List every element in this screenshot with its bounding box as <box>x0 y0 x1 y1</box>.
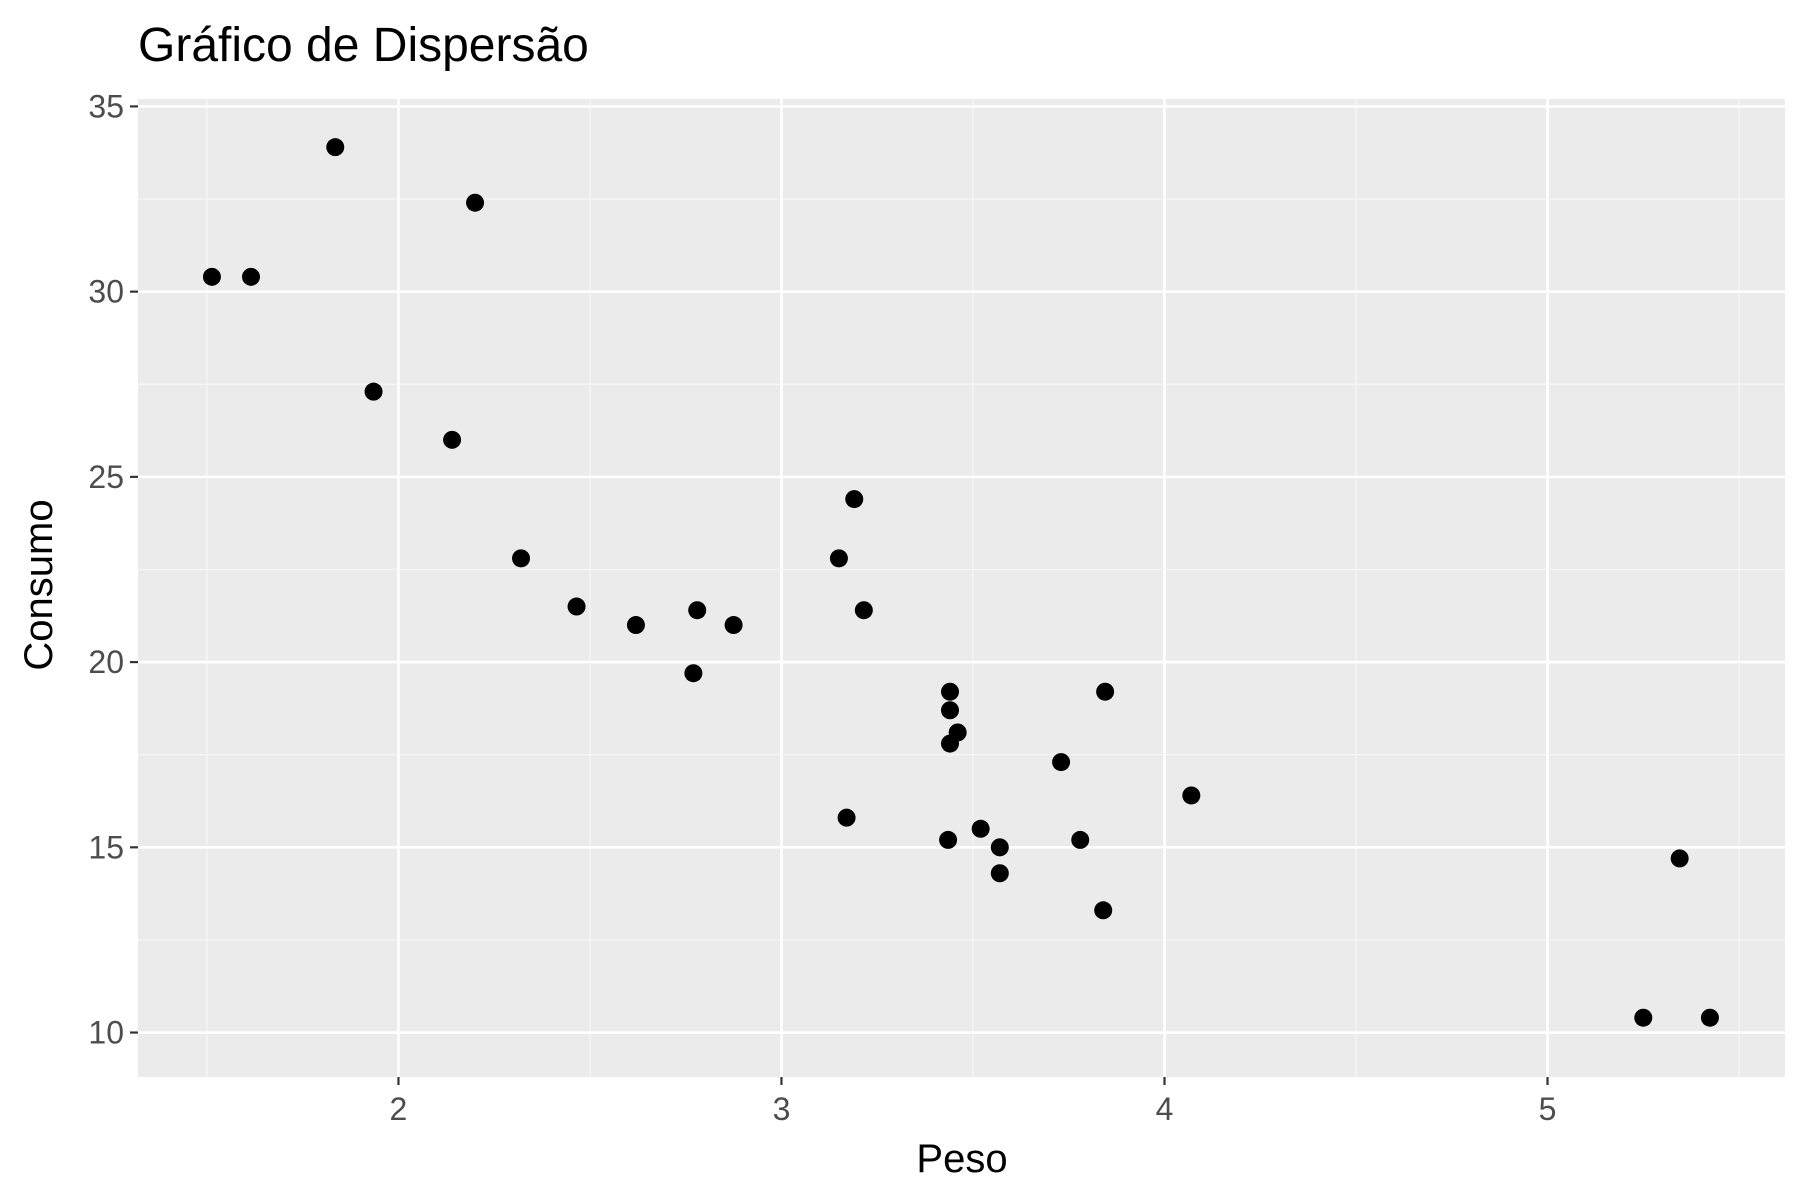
data-point <box>941 682 960 701</box>
data-point <box>1096 682 1115 701</box>
data-point <box>941 734 960 753</box>
y-tick-label: 35 <box>88 88 124 124</box>
data-point <box>837 808 856 827</box>
data-point <box>990 864 1009 883</box>
chart-title: Gráfico de Dispersão <box>138 19 589 72</box>
y-tick-label: 20 <box>88 644 124 680</box>
data-point <box>326 138 345 157</box>
data-point <box>443 430 462 449</box>
data-point <box>1670 849 1689 868</box>
data-point <box>684 664 703 683</box>
x-axis: 2 3 4 5 <box>390 1077 1557 1127</box>
data-point <box>1052 753 1071 772</box>
x-tick-label: 5 <box>1539 1091 1557 1127</box>
data-point <box>1182 786 1201 805</box>
data-point <box>567 597 586 616</box>
data-point <box>1700 1008 1719 1027</box>
data-points <box>202 138 1719 1027</box>
data-point <box>941 701 960 720</box>
data-point <box>626 616 645 635</box>
data-point <box>971 819 990 838</box>
y-tick-label: 30 <box>88 274 124 310</box>
data-point <box>939 830 958 849</box>
data-point <box>512 549 531 568</box>
data-point <box>854 601 873 620</box>
y-tick-label: 10 <box>88 1015 124 1051</box>
x-tick-label: 4 <box>1156 1091 1174 1127</box>
y-axis: 10 15 20 25 30 35 <box>88 88 138 1051</box>
data-point <box>1634 1008 1653 1027</box>
data-point <box>364 382 383 401</box>
plot-panel <box>138 99 1785 1077</box>
data-point <box>845 490 864 509</box>
x-axis-title: Peso <box>916 1137 1007 1181</box>
data-point <box>829 549 848 568</box>
y-axis-title: Consumo <box>17 499 61 670</box>
data-point <box>724 616 743 635</box>
data-point <box>1071 830 1090 849</box>
data-point <box>1094 901 1113 920</box>
x-tick-label: 3 <box>773 1091 791 1127</box>
data-point <box>202 267 221 286</box>
major-gridlines <box>138 99 1785 1077</box>
minor-gridlines <box>138 99 1785 1077</box>
y-tick-label: 25 <box>88 459 124 495</box>
y-tick-label: 15 <box>88 829 124 865</box>
data-point <box>688 601 707 620</box>
data-point <box>241 267 260 286</box>
data-point <box>990 838 1009 857</box>
x-tick-label: 2 <box>390 1091 408 1127</box>
data-point <box>466 193 485 212</box>
